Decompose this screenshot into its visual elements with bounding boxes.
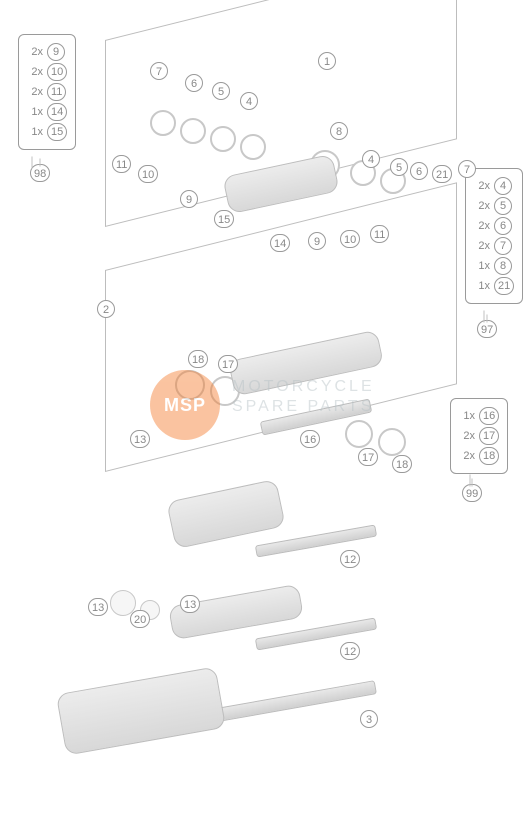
sketch-shaft-15 [255,524,377,557]
assembly-qty: 1x [474,260,490,272]
callout-2-19: 2 [97,300,115,318]
leader-2 [470,475,471,487]
callout-10-17: 10 [340,230,360,248]
assembly-qty: 1x [474,280,490,292]
assembly-part-ref: 7 [494,237,512,255]
assembly-qty: 2x [459,430,475,442]
assembly-part-ref: 16 [479,407,499,425]
assembly-qty: 2x [27,86,43,98]
callout-17-24: 17 [358,448,378,466]
sketch-ring-1 [180,118,206,144]
assembly-part-ref: 10 [47,63,67,81]
assembly-row: 2x 10 [27,63,67,81]
callout-6-1: 6 [185,74,203,92]
assembly-part-ref: 17 [479,427,499,445]
callout-8-9: 8 [330,122,348,140]
callout-5-11: 5 [390,158,408,176]
sketch-ring-3 [240,134,266,160]
assembly-ref-99: 99 [462,484,482,502]
assembly-ref-98: 98 [30,164,50,182]
sketch-ring-2 [210,126,236,152]
assembly-qty: 2x [27,66,43,78]
assembly-part-ref: 21 [494,277,514,295]
callout-7-14: 7 [458,160,476,178]
callout-6-12: 6 [410,162,428,180]
assembly-leader [40,159,41,167]
callout-5-2: 5 [212,82,230,100]
watermark-text-2: SPARE PARTS [232,398,374,416]
assembly-part-ref: 5 [494,197,512,215]
callout-16-23: 16 [300,430,320,448]
callout-4-3: 4 [240,92,258,110]
assembly-leader [487,315,488,323]
assembly-qty: 2x [27,46,43,58]
assembly-qty: 2x [474,200,490,212]
callout-15-8: 15 [214,210,234,228]
leader-1 [484,311,485,323]
assembly-row: 2x 5 [474,197,514,215]
assembly-part-ref: 18 [479,447,499,465]
sketch-link-14 [166,479,286,549]
callout-9-7: 9 [180,190,198,208]
watermark-text-1: MOTORCYCLE [232,378,375,396]
assembly-part-ref: 11 [47,83,66,101]
sketch-shaft-20 [205,680,377,724]
assembly-row: 1x 21 [474,277,514,295]
assembly-row: 1x 8 [474,257,514,275]
callout-18-20: 18 [188,350,208,368]
assembly-part-ref: 15 [47,123,67,141]
callout-1-4: 1 [318,52,336,70]
assembly-row: 2x 7 [474,237,514,255]
assembly-row: 2x 6 [474,217,514,235]
assembly-row: 2x 9 [27,43,67,61]
assembly-qty: 2x [459,450,475,462]
callout-4-10: 4 [362,150,380,168]
assembly-part-ref: 4 [494,177,512,195]
callout-7-0: 7 [150,62,168,80]
callout-10-6: 10 [138,165,158,183]
callout-13-22: 13 [130,430,150,448]
sketch-ring-0 [150,110,176,136]
callout-13-27: 13 [88,598,108,616]
assembly-part-ref: 9 [47,43,65,61]
callout-12-26: 12 [340,550,360,568]
callout-12-30: 12 [340,642,360,660]
watermark-badge: MSP [150,370,220,440]
assembly-leader [472,479,473,487]
callout-17-21: 17 [218,355,238,373]
assembly-ref-97: 97 [477,320,497,338]
assembly-part-ref: 8 [494,257,512,275]
assembly-box-99: 1x 16 2x 17 2x 18 [450,398,508,474]
assembly-row: 2x 4 [474,177,514,195]
diagram-stage: MSPMOTORCYCLESPARE PARTS2x92x102x111x141… [0,0,523,820]
assembly-qty: 2x [474,220,490,232]
assembly-row: 1x 14 [27,103,67,121]
assembly-qty: 2x [474,180,490,192]
callout-3-31: 3 [360,710,378,728]
assembly-qty: 1x [27,106,43,118]
callout-13-28: 13 [180,595,200,613]
assembly-box-98: 2x 9 2x 10 2x 11 1x 14 1x 15 [18,34,76,150]
assembly-row: 1x 15 [27,123,67,141]
assembly-qty: 1x [459,410,475,422]
assembly-row: 2x 18 [459,447,499,465]
callout-20-29: 20 [130,610,150,628]
callout-18-25: 18 [392,455,412,473]
sketch-ring-13 [378,428,406,456]
assembly-box-97: 2x 4 2x 5 2x 6 2x 7 1x 8 1x 21 [465,168,523,304]
callout-14-15: 14 [270,234,290,252]
callout-9-16: 9 [308,232,326,250]
assembly-part-ref: 6 [494,217,512,235]
callout-21-13: 21 [432,165,452,183]
assembly-row: 1x 16 [459,407,499,425]
sketch-ring-12 [345,420,373,448]
assembly-row: 2x 17 [459,427,499,445]
assembly-qty: 2x [474,240,490,252]
leader-0 [32,157,33,169]
assembly-row: 2x 11 [27,83,67,101]
assembly-part-ref: 14 [47,103,67,121]
assembly-qty: 1x [27,126,43,138]
sketch-link-21 [56,666,226,755]
